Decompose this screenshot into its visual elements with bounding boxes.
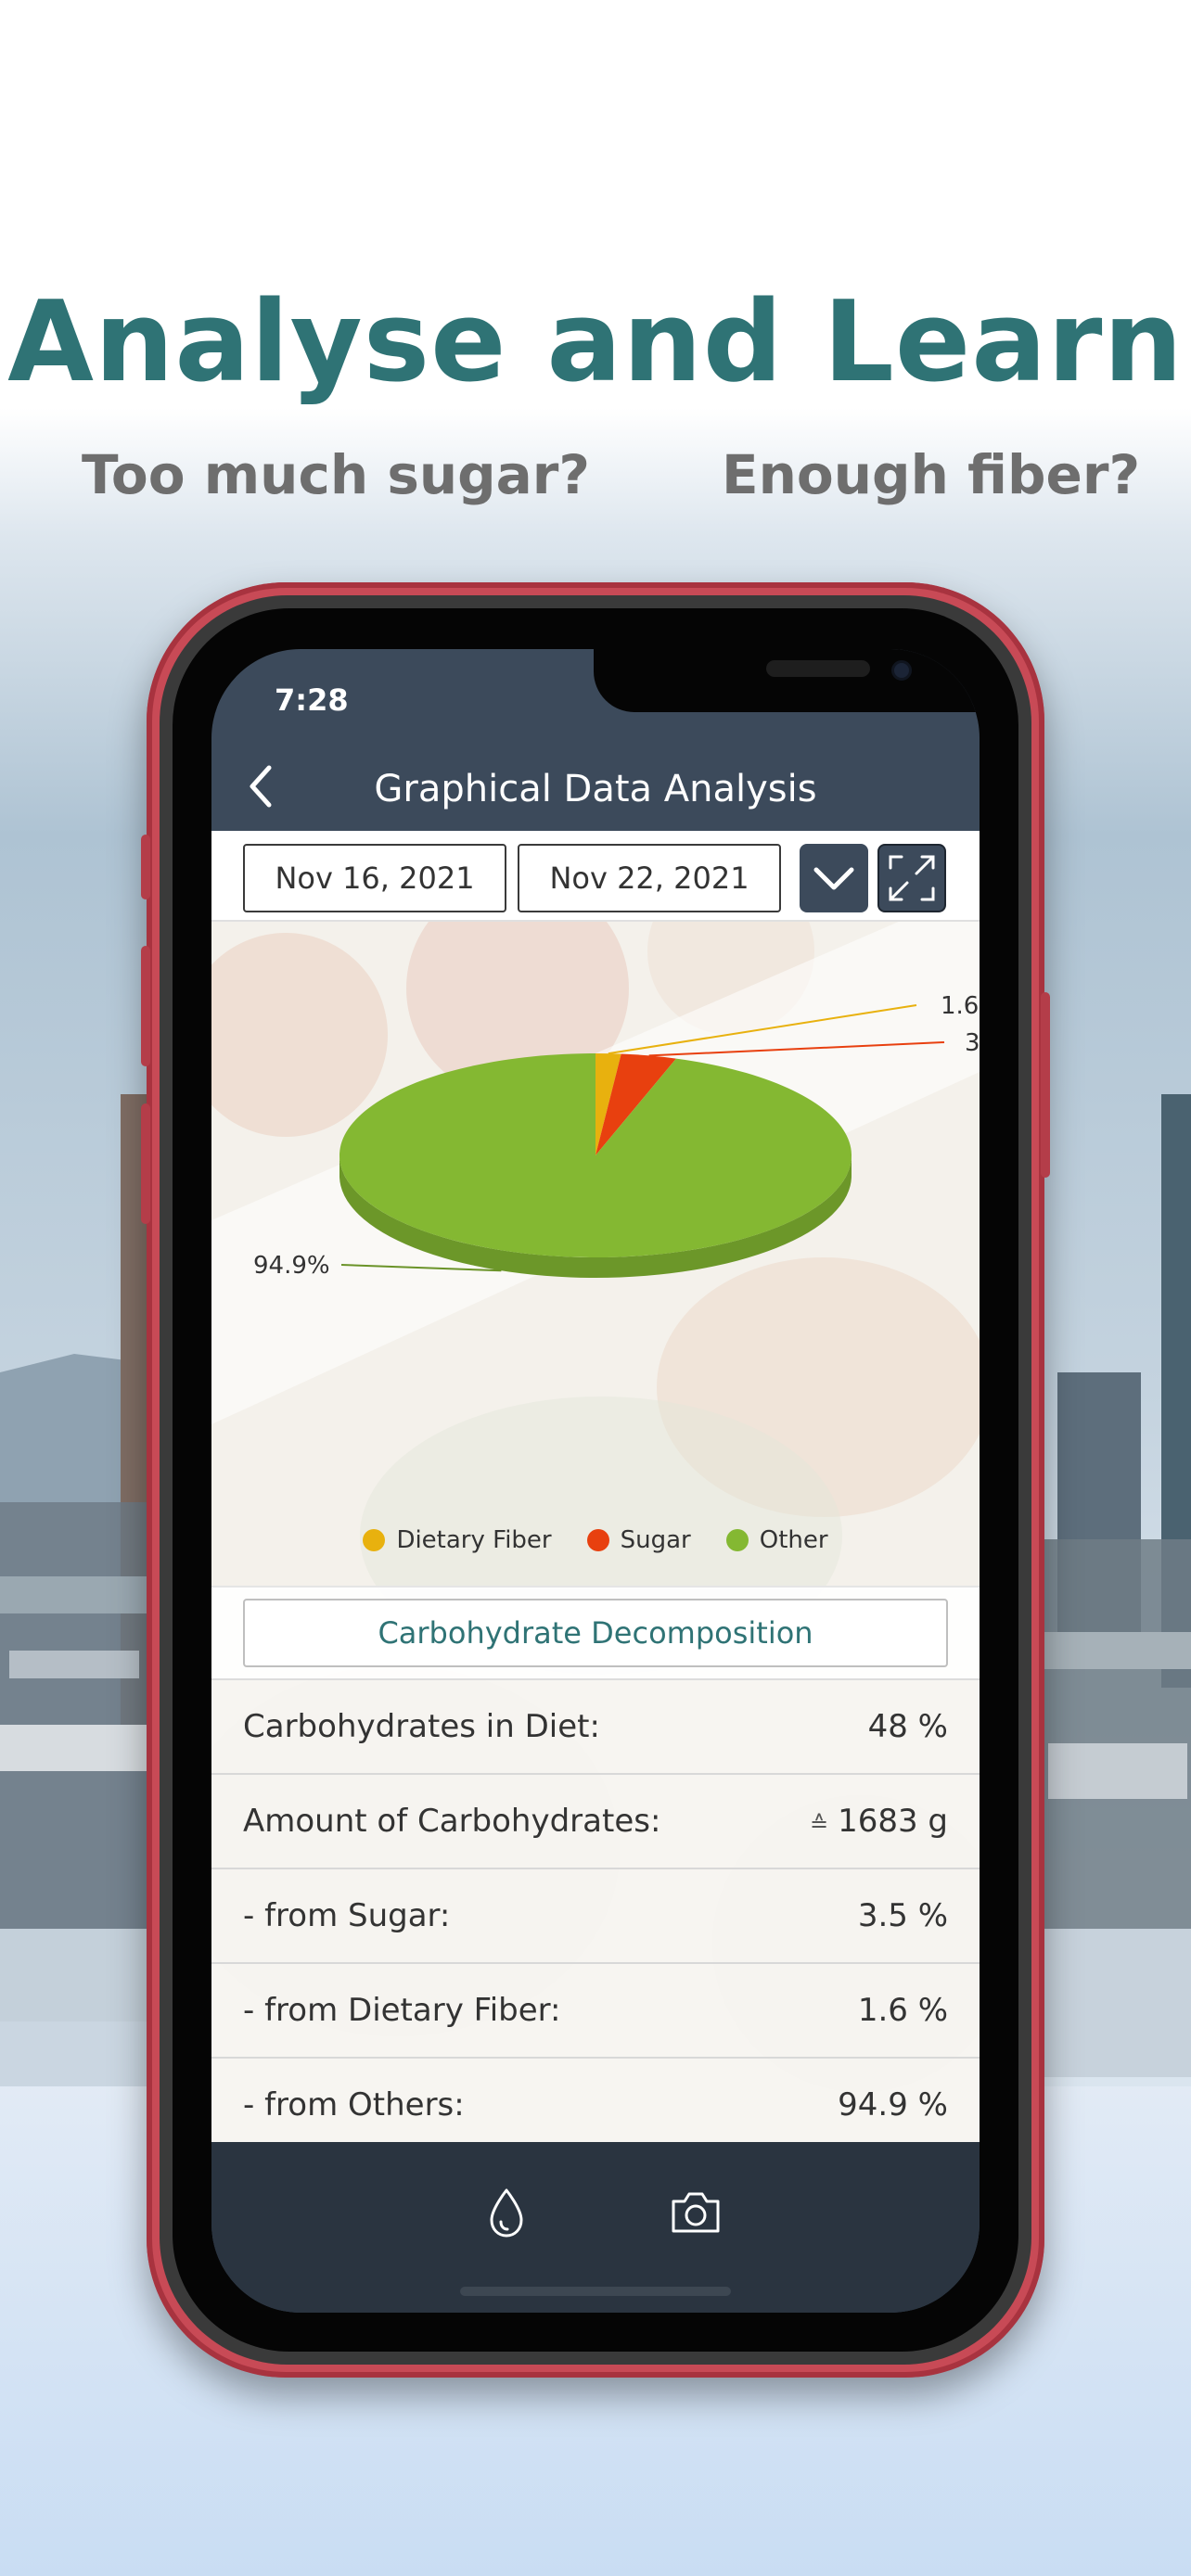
carbohydrate-decomposition-button[interactable]: Carbohydrate Decomposition xyxy=(243,1599,948,1667)
legend-item-other: Other xyxy=(725,1526,828,1554)
stat-label: Carbohydrates in Diet: xyxy=(243,1708,600,1745)
phone-side-button xyxy=(141,1103,150,1224)
pie-slice-side xyxy=(339,1155,852,1278)
pie-chart: 1.6% 3.5% 94.9% Dietary Fiber Sugar Other xyxy=(211,922,980,1586)
subtitle-left: Too much sugar? xyxy=(82,443,591,506)
stat-value: 1.6 % xyxy=(858,1992,948,2029)
dropdown-button[interactable] xyxy=(800,844,868,912)
stat-value: 3.5 % xyxy=(858,1897,948,1934)
end-date-field[interactable]: Nov 22, 2021 xyxy=(518,844,781,912)
stat-value-text: 1683 g xyxy=(838,1803,948,1840)
stat-label: - from Dietary Fiber: xyxy=(243,1992,561,2029)
camera-icon[interactable] xyxy=(668,2185,724,2240)
phone-side-button xyxy=(141,946,150,1066)
navbar: Graphical Data Analysis xyxy=(211,742,980,831)
pie-data-label: 94.9% xyxy=(253,1252,330,1280)
stat-value: ≙ 1683 g xyxy=(810,1803,948,1840)
stats-list: Carbohydrates in Diet: 48 % Amount of Ca… xyxy=(211,1680,980,2153)
pie-leader-line xyxy=(648,1041,945,1057)
chart-legend: Dietary Fiber Sugar Other xyxy=(211,1526,980,1554)
stat-row: - from Others: 94.9 % xyxy=(211,2059,980,2153)
phone-side-button xyxy=(141,835,150,899)
stat-label: - from Others: xyxy=(243,2086,465,2123)
chevron-left-icon[interactable] xyxy=(237,759,284,814)
expand-button[interactable] xyxy=(877,844,946,912)
stat-value-text: 1.6 % xyxy=(857,1992,948,2029)
pie-slice-dietary-fiber xyxy=(596,1053,621,1155)
stat-row: Carbohydrates in Diet: 48 % xyxy=(211,1680,980,1775)
pie-leader-line xyxy=(608,1004,917,1055)
legend-swatch-fiber xyxy=(363,1529,386,1551)
phone-screen: 7:28 .... Graphical Data Analysis Nov xyxy=(211,649,980,2313)
phone-side-button xyxy=(1041,992,1050,1178)
legend-swatch-other xyxy=(725,1529,749,1551)
camera-lens xyxy=(891,660,912,681)
stat-row: Amount of Carbohydrates: ≙ 1683 g xyxy=(211,1775,980,1869)
tab-bar xyxy=(211,2142,980,2313)
pie-leader-line xyxy=(340,1264,502,1272)
chevron-down-icon xyxy=(813,867,854,890)
notch xyxy=(594,649,980,712)
home-indicator xyxy=(460,2287,731,2296)
legend-item-fiber: Dietary Fiber xyxy=(363,1526,552,1554)
legend-label-fiber: Dietary Fiber xyxy=(396,1526,552,1554)
stat-row: - from Dietary Fiber: 1.6 % xyxy=(211,1964,980,2059)
decomposition-bar: Carbohydrate Decomposition xyxy=(211,1586,980,1680)
stat-value: 48 % xyxy=(868,1708,948,1745)
content-area: Nov 16, 2021 Nov 22, 2021 1.6% 3.5% 94.9% xyxy=(211,831,980,2153)
pie-data-label: 1.6% xyxy=(941,992,980,1020)
speaker xyxy=(766,660,870,677)
approx-symbol: ≙ xyxy=(809,1811,829,1837)
pie-data-label: 3.5% xyxy=(965,1029,980,1057)
pie-chart-svg: 1.6% 3.5% 94.9% xyxy=(253,992,980,1280)
status-time: 7:28 xyxy=(275,682,349,718)
pie-slice-other xyxy=(339,1053,852,1257)
stat-label: Amount of Carbohydrates: xyxy=(243,1803,661,1840)
stat-label: - from Sugar: xyxy=(243,1897,451,1934)
expand-icon xyxy=(889,855,935,901)
legend-item-sugar: Sugar xyxy=(586,1526,691,1554)
start-date-field[interactable]: Nov 16, 2021 xyxy=(243,844,506,912)
date-range-bar: Nov 16, 2021 Nov 22, 2021 xyxy=(211,831,980,922)
legend-swatch-sugar xyxy=(586,1529,609,1551)
headline: Analyse and Learn xyxy=(7,278,1184,407)
stat-value-text: 48 % xyxy=(867,1708,948,1745)
stat-value-text: 3.5 % xyxy=(857,1897,948,1934)
legend-label-other: Other xyxy=(759,1526,828,1554)
stat-value: 94.9 % xyxy=(838,2086,948,2123)
page-title: Graphical Data Analysis xyxy=(374,768,817,810)
drop-icon[interactable] xyxy=(479,2185,534,2240)
legend-label-sugar: Sugar xyxy=(620,1526,691,1554)
stat-value-text: 94.9 % xyxy=(838,2086,948,2123)
subtitle-right: Enough fiber? xyxy=(722,443,1141,506)
stat-row: - from Sugar: 3.5 % xyxy=(211,1869,980,1964)
pie-slice-sugar xyxy=(596,1053,676,1155)
